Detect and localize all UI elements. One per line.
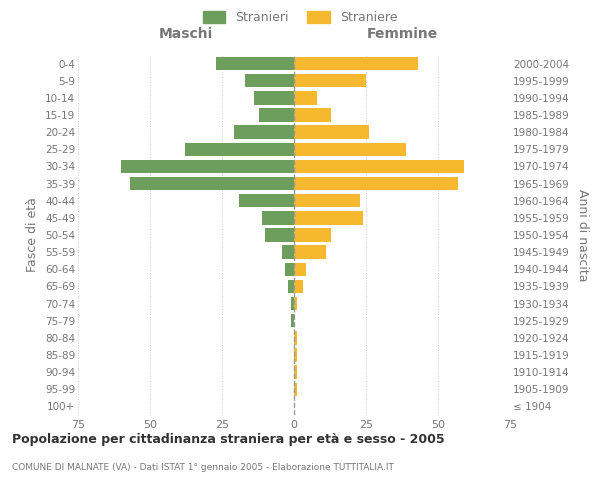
Bar [294, 331, 297, 344]
Bar [185, 142, 294, 156]
Bar [294, 280, 302, 293]
Bar [262, 211, 294, 224]
Bar [254, 91, 294, 104]
Text: COMUNE DI MALNATE (VA) - Dati ISTAT 1° gennaio 2005 - Elaborazione TUTTITALIA.IT: COMUNE DI MALNATE (VA) - Dati ISTAT 1° g… [12, 462, 394, 471]
Bar [233, 126, 294, 139]
Y-axis label: Fasce di età: Fasce di età [26, 198, 40, 272]
Y-axis label: Anni di nascita: Anni di nascita [576, 188, 589, 281]
Bar [245, 74, 294, 88]
Bar [294, 262, 305, 276]
Bar [294, 126, 369, 139]
Bar [294, 348, 297, 362]
Bar [259, 108, 294, 122]
Bar [294, 246, 326, 259]
Bar [294, 142, 406, 156]
Bar [288, 280, 294, 293]
Text: Maschi: Maschi [159, 26, 213, 40]
Bar [294, 108, 331, 122]
Bar [291, 314, 294, 328]
Bar [121, 160, 294, 173]
Bar [216, 57, 294, 70]
Bar [265, 228, 294, 241]
Bar [294, 366, 297, 379]
Bar [294, 297, 297, 310]
Bar [283, 246, 294, 259]
Bar [294, 211, 363, 224]
Bar [294, 74, 366, 88]
Bar [239, 194, 294, 207]
Bar [294, 160, 464, 173]
Legend: Stranieri, Straniere: Stranieri, Straniere [203, 11, 397, 24]
Bar [291, 297, 294, 310]
Text: Popolazione per cittadinanza straniera per età e sesso - 2005: Popolazione per cittadinanza straniera p… [12, 432, 445, 446]
Bar [294, 57, 418, 70]
Bar [286, 262, 294, 276]
Bar [294, 228, 331, 241]
Bar [294, 177, 458, 190]
Bar [130, 177, 294, 190]
Text: Femmine: Femmine [367, 26, 437, 40]
Bar [294, 91, 317, 104]
Bar [294, 194, 360, 207]
Bar [294, 382, 297, 396]
